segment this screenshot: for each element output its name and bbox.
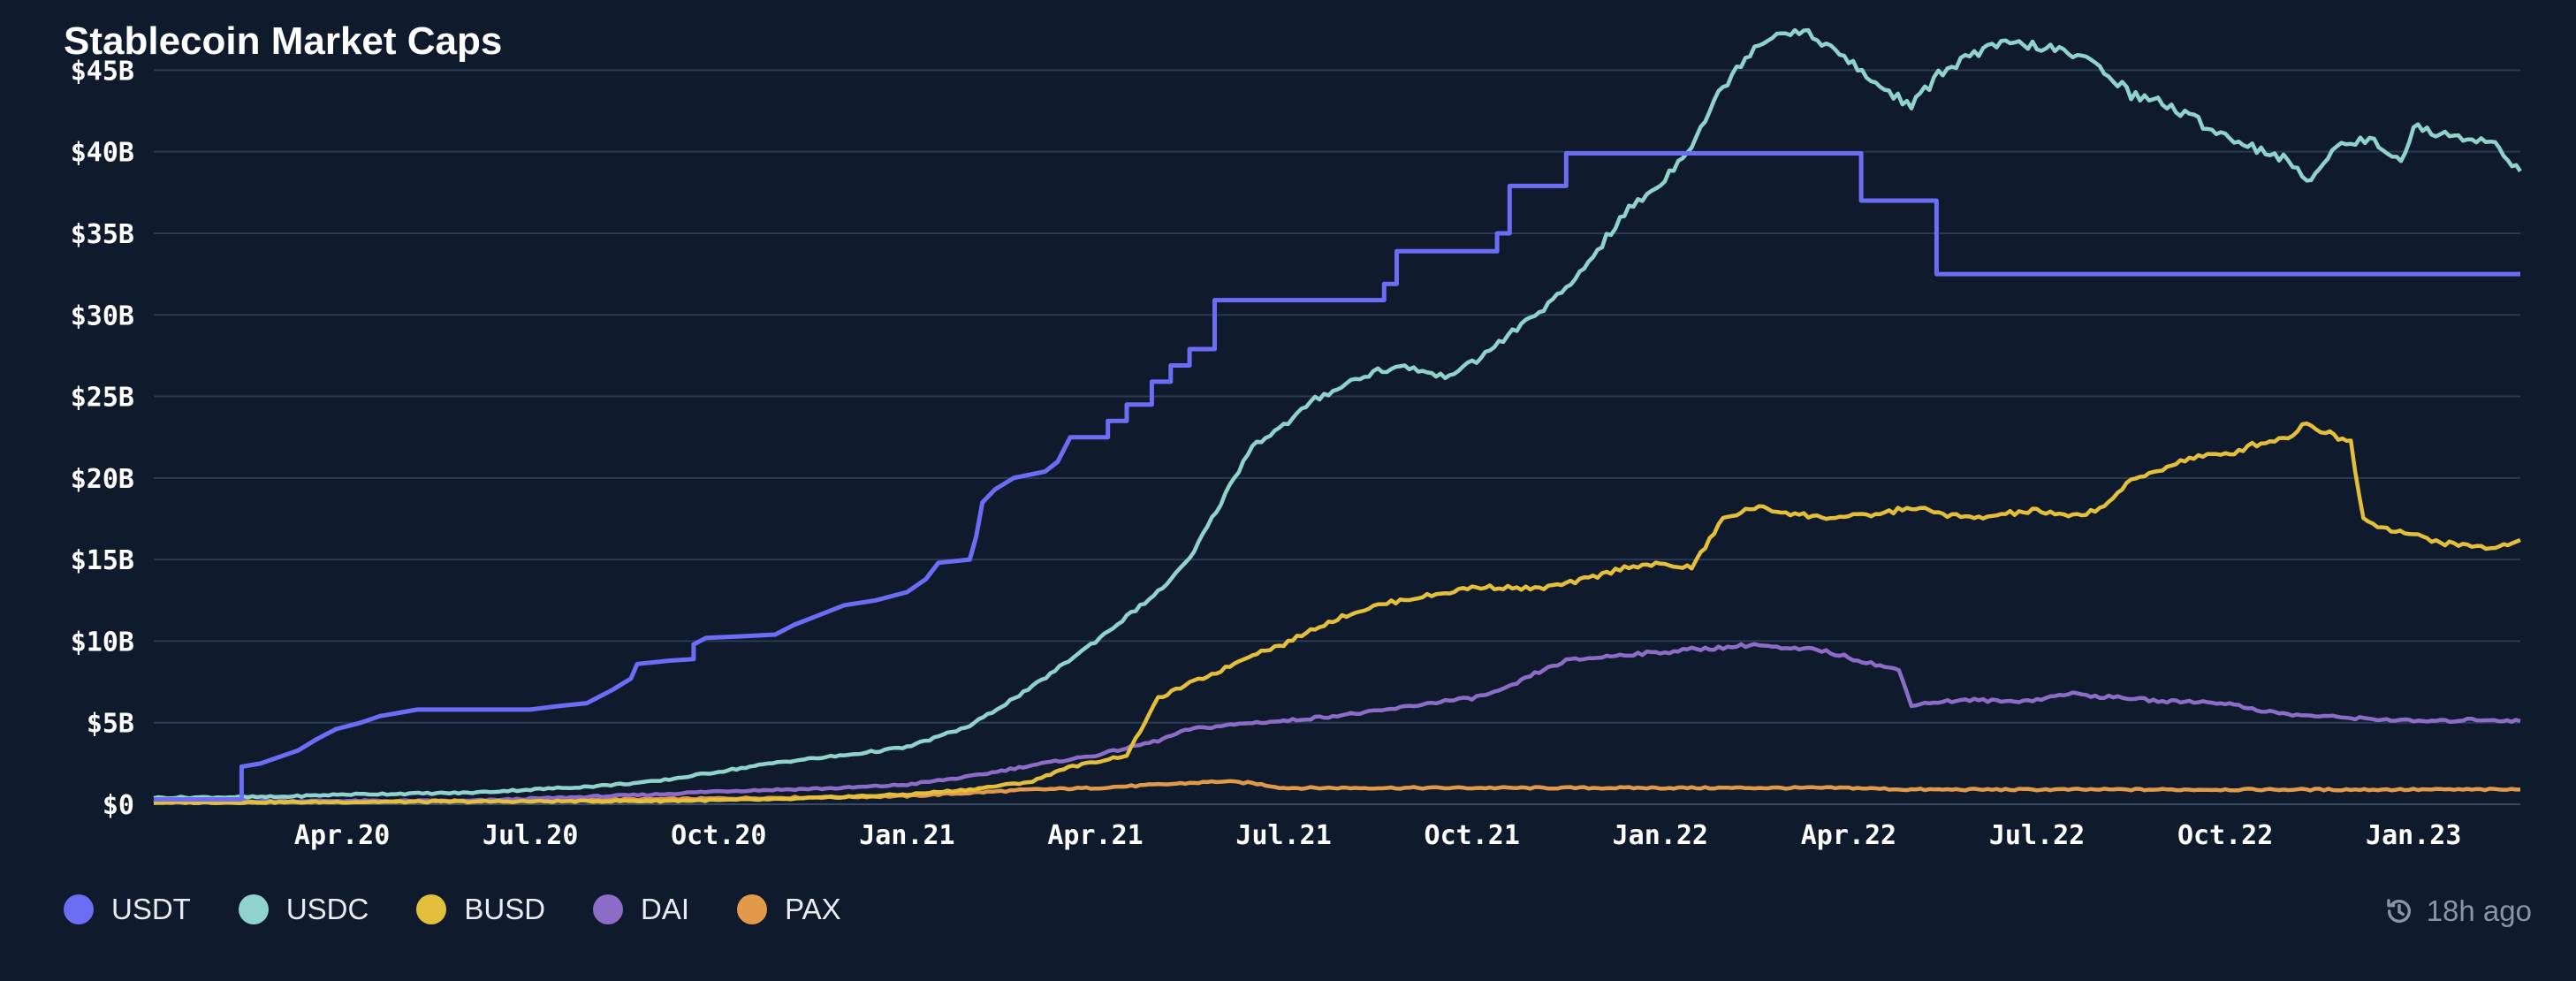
legend: USDT USDC BUSD DAI PAX: [64, 893, 889, 926]
series-lines: [153, 27, 2522, 806]
legend-label: BUSD: [464, 893, 546, 925]
legend-item-usdt[interactable]: USDT: [64, 893, 191, 926]
line-chart: $0 $5B $10B $15B $20B $25B $30B $35B $40B $45B Ap…: [71, 27, 2522, 851]
x-tick-label: Jan.21: [859, 820, 954, 851]
y-tick-label: $15B: [71, 545, 134, 576]
legend-label: DAI: [641, 893, 690, 925]
y-tick-label: $40B: [71, 138, 134, 169]
legend-label: PAX: [785, 893, 841, 925]
y-tick-label: $25B: [71, 383, 134, 414]
series-line-busd[interactable]: [153, 421, 2521, 806]
x-tick-label: Oct.22: [2177, 820, 2273, 851]
legend-item-pax[interactable]: PAX: [737, 893, 841, 926]
x-tick-label: Apr.21: [1047, 820, 1143, 851]
legend-swatch: [416, 894, 447, 924]
y-tick-label: $35B: [71, 219, 134, 250]
legend-swatch: [737, 894, 768, 924]
legend-swatch: [64, 894, 94, 924]
y-axis-ticks: $0 $5B $10B $15B $20B $25B $30B $35B $40B $45B: [71, 56, 134, 821]
legend-swatch: [238, 894, 269, 924]
y-tick-label: $45B: [71, 56, 134, 87]
legend-item-busd[interactable]: BUSD: [416, 893, 545, 926]
x-tick-label: Oct.20: [671, 820, 766, 851]
legend-item-usdc[interactable]: USDC: [238, 893, 369, 926]
last-updated-text: 18h ago: [2426, 894, 2532, 927]
y-tick-label: $0: [103, 790, 134, 821]
legend-label: USDC: [285, 893, 369, 925]
legend-label: USDT: [111, 893, 191, 925]
grid-lines: [154, 69, 2520, 805]
y-tick-label: $10B: [71, 627, 134, 658]
x-tick-label: Jul.20: [483, 820, 578, 851]
x-tick-label: Jan.22: [1613, 820, 1708, 851]
x-tick-label: Oct.21: [1425, 820, 1520, 851]
y-tick-label: $30B: [71, 300, 134, 331]
legend-swatch: [593, 894, 624, 924]
series-line-usdt[interactable]: [154, 151, 2520, 802]
y-tick-label: $20B: [71, 464, 134, 495]
series-line-usdc[interactable]: [153, 27, 2522, 801]
last-updated: 18h ago: [2384, 894, 2532, 928]
x-tick-label: Jul.22: [1989, 820, 2085, 851]
x-tick-label: Jan.23: [2366, 820, 2461, 851]
x-axis-ticks: Apr.20 Jul.20 Oct.20 Jan.21 Apr.21 Jul.21 Oct.…: [294, 820, 2462, 851]
history-icon: [2386, 899, 2411, 923]
x-tick-label: Apr.22: [1801, 820, 1896, 851]
x-tick-label: Jul.21: [1235, 820, 1331, 851]
x-tick-label: Apr.20: [294, 820, 390, 851]
chart-title: Stablecoin Market Caps: [64, 19, 503, 63]
series-line-dai[interactable]: [153, 642, 2521, 804]
y-tick-label: $5B: [87, 709, 134, 740]
legend-item-dai[interactable]: DAI: [593, 893, 689, 926]
